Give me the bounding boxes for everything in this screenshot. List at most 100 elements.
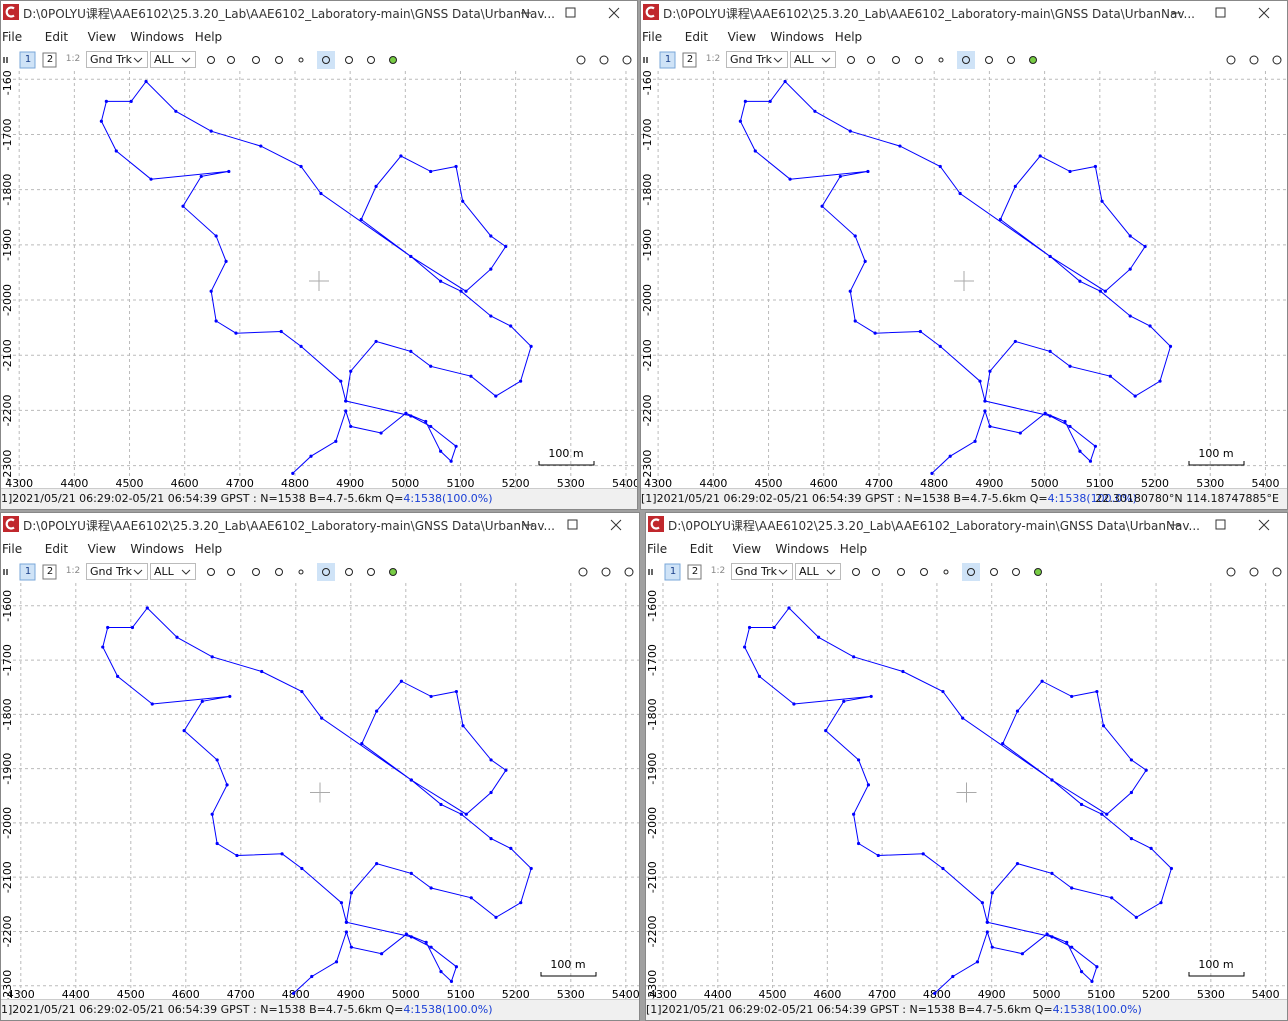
- tool-icon[interactable]: [227, 568, 235, 576]
- tool-icon[interactable]: [367, 56, 375, 64]
- close-button[interactable]: [1258, 7, 1270, 19]
- tool-icon[interactable]: [601, 567, 611, 577]
- tool-icon[interactable]: [943, 569, 949, 575]
- maximize-button[interactable]: [1215, 7, 1226, 18]
- plot12-button[interactable]: 1:2: [65, 566, 81, 576]
- tool-icon[interactable]: [599, 55, 609, 65]
- tool-icon[interactable]: [1249, 567, 1259, 577]
- tool-icon[interactable]: [1029, 56, 1037, 64]
- grid-toggle[interactable]: [957, 51, 975, 69]
- tool-icon[interactable]: [985, 56, 993, 64]
- tool-icon[interactable]: [345, 568, 353, 576]
- tool-icon[interactable]: [367, 568, 375, 576]
- plot-type-select[interactable]: Gnd Trk: [726, 51, 788, 68]
- tool-icon[interactable]: [1272, 55, 1282, 65]
- tool-icon[interactable]: [1012, 568, 1020, 576]
- close-button[interactable]: [608, 7, 620, 19]
- satellite-select[interactable]: ALL: [795, 563, 841, 580]
- maximize-button[interactable]: [567, 519, 578, 530]
- maximize-button[interactable]: [1215, 519, 1226, 530]
- plot12-button[interactable]: 1:2: [65, 54, 81, 64]
- tool-icon[interactable]: [962, 56, 970, 64]
- tool-icon[interactable]: [1249, 55, 1259, 65]
- menu-item[interactable]: Edit: [44, 542, 69, 556]
- tool-icon[interactable]: [847, 56, 855, 64]
- tool-icon[interactable]: [252, 568, 260, 576]
- grid-toggle[interactable]: [317, 51, 335, 69]
- tool-icon[interactable]: [872, 568, 880, 576]
- plot-type-select[interactable]: Gnd Trk: [86, 563, 148, 580]
- tool-icon[interactable]: [867, 56, 875, 64]
- close-button[interactable]: [610, 519, 622, 531]
- menu-item[interactable]: File: [647, 542, 668, 556]
- satellite-select[interactable]: ALL: [150, 51, 196, 68]
- tool-icon[interactable]: [892, 56, 900, 64]
- tool-icon[interactable]: [322, 568, 330, 576]
- tool-icon[interactable]: [227, 56, 235, 64]
- tool-icon[interactable]: [576, 55, 586, 65]
- tool-icon[interactable]: [345, 56, 353, 64]
- menu-item[interactable]: File: [2, 30, 23, 44]
- menu-item[interactable]: Windows: [770, 30, 824, 44]
- tool-icon[interactable]: [938, 57, 944, 63]
- tool-icon[interactable]: [322, 56, 330, 64]
- plot1-button[interactable]: 1: [24, 54, 32, 65]
- menu-item[interactable]: Edit: [44, 30, 69, 44]
- plot1-button[interactable]: 1: [24, 566, 32, 577]
- menu-item[interactable]: View: [87, 542, 117, 556]
- tool-icon[interactable]: [207, 56, 215, 64]
- tool-icon[interactable]: [389, 568, 397, 576]
- menu-item[interactable]: Windows: [130, 542, 184, 556]
- menu-item[interactable]: File: [642, 30, 663, 44]
- tool-icon[interactable]: [389, 56, 397, 64]
- plot1-button[interactable]: 1: [669, 566, 677, 577]
- tool-icon[interactable]: [1272, 567, 1282, 577]
- tool-icon[interactable]: [275, 56, 283, 64]
- plot12-button[interactable]: 1:2: [705, 54, 721, 64]
- tool-icon[interactable]: [252, 56, 260, 64]
- tool-icon[interactable]: [852, 568, 860, 576]
- tool-icon[interactable]: [578, 567, 588, 577]
- menu-item[interactable]: Edit: [689, 542, 714, 556]
- tool-icon[interactable]: [298, 569, 304, 575]
- grid-toggle[interactable]: [317, 563, 335, 581]
- menu-item[interactable]: Help: [839, 542, 868, 556]
- tool-icon[interactable]: [298, 57, 304, 63]
- plot-type-select[interactable]: Gnd Trk: [731, 563, 793, 580]
- plot12-button[interactable]: 1:2: [710, 566, 726, 576]
- menu-item[interactable]: Help: [194, 542, 223, 556]
- plot2-button[interactable]: 2: [46, 54, 54, 65]
- tool-icon[interactable]: [622, 55, 632, 65]
- maximize-button[interactable]: [565, 7, 576, 18]
- tool-icon[interactable]: [275, 568, 283, 576]
- plot2-button[interactable]: 2: [686, 54, 694, 65]
- tool-icon[interactable]: [1226, 567, 1236, 577]
- plot1-button[interactable]: 1: [664, 54, 672, 65]
- satellite-select[interactable]: ALL: [790, 51, 836, 68]
- menu-item[interactable]: Windows: [130, 30, 184, 44]
- tool-icon[interactable]: [624, 567, 634, 577]
- tool-icon[interactable]: [1034, 568, 1042, 576]
- tool-icon[interactable]: [1007, 56, 1015, 64]
- menu-item[interactable]: Windows: [775, 542, 829, 556]
- menu-item[interactable]: File: [2, 542, 23, 556]
- menu-item[interactable]: Edit: [684, 30, 709, 44]
- satellite-select[interactable]: ALL: [150, 563, 196, 580]
- tool-icon[interactable]: [967, 568, 975, 576]
- grid-toggle[interactable]: [962, 563, 980, 581]
- close-button[interactable]: [1258, 519, 1270, 531]
- menu-item[interactable]: View: [732, 542, 762, 556]
- tool-icon[interactable]: [920, 568, 928, 576]
- plot2-button[interactable]: 2: [691, 566, 699, 577]
- tool-icon[interactable]: [1226, 55, 1236, 65]
- menu-item[interactable]: View: [87, 30, 117, 44]
- plot2-button[interactable]: 2: [46, 566, 54, 577]
- tool-icon[interactable]: [990, 568, 998, 576]
- menu-item[interactable]: Help: [194, 30, 223, 44]
- tool-icon[interactable]: [915, 56, 923, 64]
- plot-type-select[interactable]: Gnd Trk: [86, 51, 148, 68]
- tool-icon[interactable]: [897, 568, 905, 576]
- tool-icon[interactable]: [207, 568, 215, 576]
- menu-item[interactable]: View: [727, 30, 757, 44]
- menu-item[interactable]: Help: [834, 30, 863, 44]
